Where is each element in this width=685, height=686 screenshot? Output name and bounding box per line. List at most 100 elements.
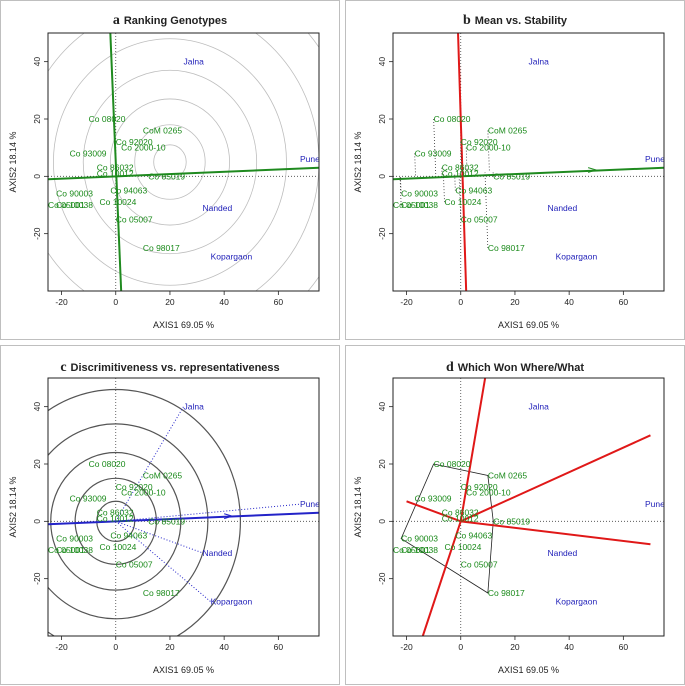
- plot-frame: [393, 378, 664, 636]
- genotype-label: Co 2000-10: [121, 143, 166, 153]
- plot-frame: [393, 33, 664, 291]
- environment-label: Pune: [645, 154, 665, 164]
- genotype-label: Co 05007: [116, 214, 153, 224]
- genotype-label: Co 2000-10: [121, 488, 166, 498]
- x-tick-label: 40: [564, 297, 574, 307]
- x-axis-title: AXIS1 69.05 %: [498, 665, 559, 675]
- x-tick-label: 20: [510, 642, 520, 652]
- x-axis-title: AXIS1 69.05 %: [153, 665, 214, 675]
- genotype-label: CoM 0265: [488, 125, 527, 135]
- y-tick-label: 0: [32, 174, 42, 179]
- genotype-label: Co 08020: [89, 114, 126, 124]
- x-tick-label: 0: [458, 642, 463, 652]
- x-tick-label: 0: [458, 297, 463, 307]
- y-tick-label: 20: [32, 459, 42, 469]
- environment-label: Jalna: [184, 402, 205, 412]
- environment-label: Pune: [645, 499, 665, 509]
- environment-label: Jalna: [529, 57, 550, 67]
- y-tick-label: 40: [377, 402, 387, 412]
- plot-frame: [48, 378, 319, 636]
- genotype-label: Co 98017: [488, 588, 525, 598]
- concentric-circle: [21, 4, 319, 319]
- genotype-label: Co 10012: [442, 513, 479, 523]
- environment-label: Nanded: [547, 203, 577, 213]
- genotype-label: Co 94063: [455, 531, 492, 541]
- genotype-label: Co 85019: [493, 171, 530, 181]
- environment-label: Kopargaon: [556, 597, 598, 607]
- y-tick-label: 20: [377, 459, 387, 469]
- x-tick-label: 20: [165, 642, 175, 652]
- genotype-label: Co 98017: [488, 243, 525, 253]
- x-tick-label: 20: [510, 297, 520, 307]
- genotype-label: Co 05007: [461, 214, 498, 224]
- environment-label: Jalna: [184, 57, 205, 67]
- genotype-label: Co 10038: [401, 200, 438, 210]
- x-tick-label: 40: [219, 297, 229, 307]
- y-axis-title: AXIS2 18.14 %: [8, 131, 18, 192]
- genotype-label: Co 90003: [56, 534, 93, 544]
- genotype-label: Co 90003: [401, 534, 438, 544]
- x-tick-label: 60: [619, 642, 629, 652]
- y-tick-label: 20: [32, 114, 42, 124]
- projection-line: [485, 172, 488, 248]
- genotype-label: Co 94063: [455, 186, 492, 196]
- genotype-label: CoM 0265: [143, 125, 182, 135]
- environment-label: Pune: [300, 499, 320, 509]
- genotype-label: Co 08020: [434, 114, 471, 124]
- genotype-label: Co 2000-10: [466, 488, 511, 498]
- projection-line: [434, 119, 436, 175]
- genotype-label: Co 08020: [434, 459, 471, 469]
- x-tick-label: 0: [113, 297, 118, 307]
- genotype-label: Co 10012: [97, 168, 134, 178]
- environment-label: Nanded: [202, 548, 232, 558]
- x-tick-label: 60: [274, 642, 284, 652]
- genotype-label: Co 10038: [56, 545, 93, 555]
- genotype-label: Co 94063: [110, 186, 147, 196]
- genotype-label: Co 85019: [148, 516, 185, 526]
- y-tick-label: 40: [32, 402, 42, 412]
- genotype-label: Co 2000-10: [466, 143, 511, 153]
- environment-label: Nanded: [202, 203, 232, 213]
- x-axis-title: AXIS1 69.05 %: [498, 320, 559, 330]
- y-tick-label: 40: [32, 57, 42, 67]
- environment-label: Nanded: [547, 548, 577, 558]
- genotype-label: Co 93009: [70, 148, 107, 158]
- genotype-label: Co 10038: [401, 545, 438, 555]
- y-tick-label: -20: [32, 572, 42, 585]
- genotype-label: Co 10012: [442, 168, 479, 178]
- environment-label: Kopargaon: [556, 252, 598, 262]
- x-tick-label: 60: [619, 297, 629, 307]
- x-tick-label: 60: [274, 297, 284, 307]
- genotype-label: Co 85019: [148, 171, 185, 181]
- y-tick-label: 0: [377, 519, 387, 524]
- x-tick-label: -20: [400, 297, 413, 307]
- genotype-label: Co 93009: [415, 148, 452, 158]
- y-tick-label: -20: [377, 572, 387, 585]
- y-tick-label: -20: [377, 227, 387, 240]
- genotype-label: Co 85019: [493, 516, 530, 526]
- genotype-label: Co 05007: [116, 559, 153, 569]
- environment-label: Kopargaon: [211, 597, 253, 607]
- y-axis-title: AXIS2 18.14 %: [8, 476, 18, 537]
- genotype-label: Co 10012: [97, 513, 134, 523]
- genotype-label: Co 98017: [143, 588, 180, 598]
- genotype-label: Co 10024: [99, 197, 136, 207]
- genotype-label: Co 90003: [56, 189, 93, 199]
- environment-label: Jalna: [529, 402, 550, 412]
- genotype-label: Co 10024: [444, 197, 481, 207]
- x-tick-label: -20: [400, 642, 413, 652]
- y-tick-label: -20: [32, 227, 42, 240]
- x-tick-label: -20: [55, 642, 68, 652]
- x-tick-label: -20: [55, 297, 68, 307]
